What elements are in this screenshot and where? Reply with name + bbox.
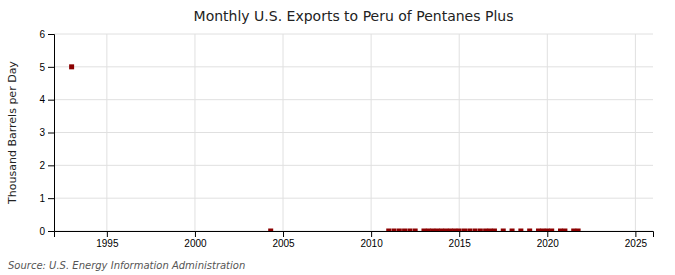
x-tick: 2000 <box>184 231 207 249</box>
point <box>448 229 453 232</box>
point <box>430 229 435 232</box>
chart-container: 1995 2000 2005 2010 2015 2020 2025 0 1 2 3 4 5 6 Month… <box>0 0 675 275</box>
y-tick: 0 <box>39 226 54 237</box>
y-tick-label: 2 <box>39 160 45 171</box>
x-tick-mark <box>635 231 636 237</box>
x-tick-mark <box>283 231 284 237</box>
y-axis: 0 1 2 3 4 5 6 <box>39 29 54 237</box>
y-tick-mark <box>48 198 54 199</box>
y-tick: 4 <box>39 94 54 105</box>
y-tick: 6 <box>39 29 54 40</box>
y-tick-label: 4 <box>39 94 45 105</box>
point <box>501 229 506 232</box>
point <box>413 229 418 232</box>
point <box>576 229 581 232</box>
y-tick-mark <box>48 100 54 101</box>
x-tick: 1995 <box>96 231 119 249</box>
grid-line-y <box>54 198 653 199</box>
point <box>473 229 478 232</box>
y-tick: 1 <box>39 193 54 204</box>
x-tick: 2010 <box>360 231 383 249</box>
y-tick-mark <box>48 165 54 166</box>
y-tick: 2 <box>39 160 54 171</box>
point <box>467 229 472 232</box>
y-tick-mark <box>48 67 54 68</box>
y-tick-mark <box>48 231 54 232</box>
source-note: Source: U.S. Energy Information Administ… <box>8 260 245 271</box>
y-axis-title: Thousand Barrels per Day <box>6 61 19 205</box>
x-tick-label: 1995 <box>96 238 119 249</box>
point <box>69 64 74 69</box>
point <box>536 229 541 232</box>
y-tick-label: 5 <box>39 62 45 73</box>
grid-line-y <box>54 34 653 35</box>
point <box>421 229 426 232</box>
point <box>488 229 493 232</box>
x-tick-label: 2010 <box>360 238 383 249</box>
point <box>492 229 497 232</box>
grid-line-y <box>54 99 653 100</box>
point <box>540 229 545 232</box>
x-axis-line <box>55 232 654 238</box>
point <box>483 229 488 232</box>
point <box>462 229 467 232</box>
grid-line-y <box>54 165 653 166</box>
point <box>268 229 273 232</box>
point <box>549 229 554 232</box>
point <box>571 229 576 232</box>
x-tick-label: 2000 <box>184 238 207 249</box>
y-axis-line <box>48 35 55 232</box>
point <box>545 229 550 232</box>
point <box>435 229 440 232</box>
x-tick: 2015 <box>449 231 472 249</box>
points <box>69 64 581 231</box>
point <box>518 229 523 232</box>
x-tick-mark <box>547 231 548 237</box>
grid <box>54 34 653 231</box>
x-tick: 2025 <box>625 231 648 249</box>
point <box>402 229 407 232</box>
x-tick: 2005 <box>272 231 295 249</box>
x-tick-mark <box>195 231 196 237</box>
x-tick-mark <box>459 231 460 237</box>
x-tick-label: 2020 <box>537 238 560 249</box>
y-tick: 3 <box>39 127 54 138</box>
point <box>392 229 397 232</box>
point <box>443 229 448 232</box>
x-tick-label: 2005 <box>272 238 295 249</box>
point <box>452 229 457 232</box>
y-tick-label: 1 <box>39 193 45 204</box>
point <box>457 229 462 232</box>
point <box>562 229 567 232</box>
grid-line-y <box>54 66 653 67</box>
point <box>386 229 391 232</box>
point <box>478 229 483 232</box>
title: Monthly U.S. Exports to Peru of Pentanes… <box>194 8 514 24</box>
grid-line-y <box>54 132 653 133</box>
x-tick: 2020 <box>537 231 560 249</box>
point <box>558 229 563 232</box>
y-tick: 5 <box>39 62 54 73</box>
y-tick-label: 3 <box>39 127 45 138</box>
point <box>426 229 431 232</box>
y-tick-label: 0 <box>39 226 45 237</box>
point <box>407 229 412 232</box>
point <box>510 229 515 232</box>
point <box>527 229 532 232</box>
x-tick-mark <box>371 231 372 237</box>
x-tick-mark <box>107 231 108 237</box>
y-tick-label: 6 <box>39 29 45 40</box>
x-tick-label: 2025 <box>625 238 648 249</box>
y-tick-mark <box>48 133 54 134</box>
point <box>397 229 402 232</box>
x-tick-label: 2015 <box>449 238 472 249</box>
point <box>439 229 444 232</box>
x-axis: 1995 2000 2005 2010 2015 2020 2025 <box>55 231 654 249</box>
y-tick-mark <box>48 34 54 35</box>
chart-svg: 1995 2000 2005 2010 2015 2020 2025 0 1 2 3 4 5 6 Month… <box>0 0 675 275</box>
